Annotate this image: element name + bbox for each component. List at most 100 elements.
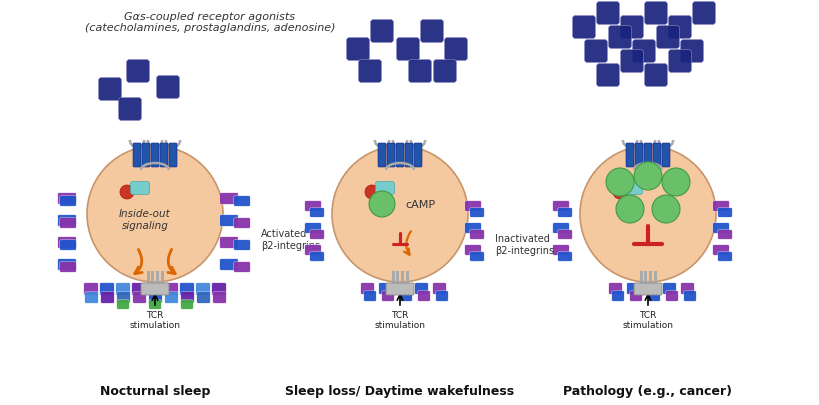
- Text: TCR
stimulation: TCR stimulation: [129, 310, 180, 330]
- FancyBboxPatch shape: [557, 208, 572, 217]
- FancyBboxPatch shape: [196, 283, 210, 296]
- FancyBboxPatch shape: [84, 283, 98, 296]
- FancyBboxPatch shape: [57, 215, 76, 227]
- Text: TCR
stimulation: TCR stimulation: [622, 310, 672, 330]
- FancyBboxPatch shape: [444, 38, 467, 62]
- FancyBboxPatch shape: [405, 144, 413, 168]
- FancyBboxPatch shape: [620, 16, 643, 39]
- FancyBboxPatch shape: [219, 259, 238, 271]
- FancyBboxPatch shape: [378, 144, 386, 168]
- FancyBboxPatch shape: [608, 283, 622, 294]
- FancyBboxPatch shape: [375, 182, 394, 195]
- Circle shape: [613, 185, 627, 200]
- FancyBboxPatch shape: [643, 144, 651, 168]
- FancyBboxPatch shape: [396, 38, 419, 62]
- FancyBboxPatch shape: [160, 144, 168, 168]
- FancyArrowPatch shape: [134, 250, 142, 274]
- FancyBboxPatch shape: [147, 283, 162, 296]
- FancyBboxPatch shape: [680, 283, 694, 294]
- FancyBboxPatch shape: [382, 291, 394, 301]
- FancyBboxPatch shape: [712, 245, 728, 256]
- Circle shape: [651, 196, 679, 224]
- FancyBboxPatch shape: [116, 300, 129, 309]
- FancyBboxPatch shape: [179, 283, 194, 296]
- Circle shape: [605, 168, 633, 196]
- FancyBboxPatch shape: [387, 144, 395, 168]
- FancyBboxPatch shape: [165, 292, 178, 303]
- Circle shape: [579, 147, 715, 282]
- FancyBboxPatch shape: [141, 284, 169, 295]
- FancyBboxPatch shape: [213, 292, 226, 303]
- FancyBboxPatch shape: [712, 223, 728, 234]
- FancyBboxPatch shape: [469, 208, 483, 217]
- FancyBboxPatch shape: [620, 50, 643, 73]
- FancyBboxPatch shape: [180, 292, 194, 303]
- FancyBboxPatch shape: [346, 38, 369, 62]
- FancyBboxPatch shape: [360, 283, 373, 294]
- FancyBboxPatch shape: [661, 144, 669, 168]
- FancyArrowPatch shape: [168, 250, 175, 274]
- FancyBboxPatch shape: [310, 252, 324, 262]
- FancyBboxPatch shape: [464, 245, 481, 256]
- FancyBboxPatch shape: [629, 291, 641, 301]
- FancyBboxPatch shape: [148, 292, 162, 303]
- FancyBboxPatch shape: [414, 283, 428, 294]
- FancyBboxPatch shape: [667, 16, 690, 39]
- Text: cAMP: cAMP: [405, 200, 435, 209]
- Circle shape: [87, 147, 223, 282]
- FancyBboxPatch shape: [622, 182, 642, 195]
- FancyBboxPatch shape: [219, 193, 238, 205]
- FancyBboxPatch shape: [370, 20, 393, 43]
- FancyBboxPatch shape: [608, 26, 631, 49]
- FancyBboxPatch shape: [305, 201, 321, 212]
- FancyBboxPatch shape: [435, 291, 448, 301]
- Circle shape: [369, 192, 395, 217]
- FancyBboxPatch shape: [310, 208, 324, 217]
- FancyBboxPatch shape: [418, 291, 430, 301]
- FancyBboxPatch shape: [98, 78, 121, 101]
- Text: Pathology (e.g., cancer): Pathology (e.g., cancer): [563, 384, 731, 397]
- FancyBboxPatch shape: [420, 20, 443, 43]
- FancyBboxPatch shape: [625, 144, 633, 168]
- FancyBboxPatch shape: [126, 60, 149, 83]
- FancyBboxPatch shape: [233, 240, 250, 251]
- FancyBboxPatch shape: [169, 144, 177, 168]
- Circle shape: [120, 185, 133, 200]
- FancyBboxPatch shape: [634, 144, 642, 168]
- FancyBboxPatch shape: [584, 40, 607, 64]
- Circle shape: [633, 162, 661, 190]
- FancyBboxPatch shape: [219, 237, 238, 249]
- FancyBboxPatch shape: [116, 292, 130, 303]
- FancyBboxPatch shape: [626, 283, 640, 294]
- FancyBboxPatch shape: [133, 292, 146, 303]
- Text: (catecholamines, prostaglandins, adenosine): (catecholamines, prostaglandins, adenosi…: [84, 23, 335, 33]
- FancyBboxPatch shape: [414, 144, 422, 168]
- FancyBboxPatch shape: [142, 144, 150, 168]
- FancyBboxPatch shape: [432, 283, 446, 294]
- FancyBboxPatch shape: [233, 218, 250, 229]
- FancyBboxPatch shape: [305, 245, 321, 256]
- FancyBboxPatch shape: [101, 292, 114, 303]
- FancyBboxPatch shape: [100, 283, 114, 296]
- FancyBboxPatch shape: [656, 26, 679, 49]
- FancyBboxPatch shape: [132, 283, 146, 296]
- FancyBboxPatch shape: [717, 252, 731, 262]
- FancyBboxPatch shape: [219, 215, 238, 227]
- Circle shape: [615, 196, 643, 224]
- FancyBboxPatch shape: [433, 60, 456, 83]
- FancyBboxPatch shape: [60, 262, 76, 273]
- FancyBboxPatch shape: [469, 230, 483, 240]
- FancyBboxPatch shape: [633, 284, 661, 295]
- FancyBboxPatch shape: [364, 291, 376, 301]
- FancyBboxPatch shape: [305, 223, 321, 234]
- FancyBboxPatch shape: [386, 284, 414, 295]
- FancyBboxPatch shape: [611, 291, 623, 301]
- FancyBboxPatch shape: [57, 237, 76, 249]
- Text: Nocturnal sleep: Nocturnal sleep: [100, 384, 210, 397]
- FancyBboxPatch shape: [233, 196, 250, 207]
- FancyBboxPatch shape: [60, 196, 76, 207]
- FancyBboxPatch shape: [717, 208, 731, 217]
- FancyBboxPatch shape: [644, 283, 658, 294]
- FancyBboxPatch shape: [557, 230, 572, 240]
- Text: Sleep loss/ Daytime wakefulness: Sleep loss/ Daytime wakefulness: [285, 384, 514, 397]
